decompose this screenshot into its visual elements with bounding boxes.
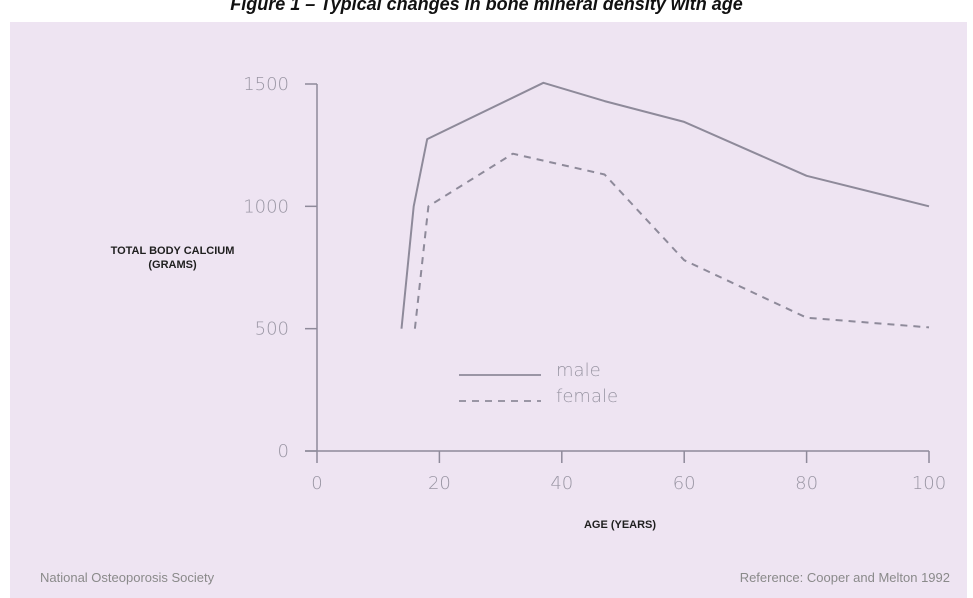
x-tick-label: 40 <box>550 473 573 494</box>
y-tick-label: 500 <box>255 319 289 340</box>
x-tick-label: 0 <box>311 473 322 494</box>
y-axis-label: TOTAL BODY CALCIUM (GRAMS) <box>85 244 260 272</box>
y-axis-label-line-2: (GRAMS) <box>148 259 197 271</box>
x-tick-label: 80 <box>795 473 818 494</box>
x-tick-label: 20 <box>428 473 451 494</box>
y-axis-label-line-1: TOTAL BODY CALCIUM <box>110 245 235 257</box>
chart-axes: 0 500 1000 1500 0 20 40 60 80 100 <box>243 74 946 494</box>
source-credit: National Osteoporosis Society <box>40 570 215 585</box>
y-tick-label: 1000 <box>243 196 289 217</box>
legend-label-male: male <box>556 360 601 381</box>
chart-panel <box>10 22 967 598</box>
figure-title: Figure 1 – Typical changes in bone miner… <box>230 0 743 14</box>
y-tick-label: 1500 <box>243 74 289 95</box>
series-line-male <box>400 81 930 329</box>
x-axis-label: AGE (YEARS) <box>583 519 657 531</box>
chart-legend: male female <box>459 360 618 407</box>
chart-series <box>400 81 930 329</box>
x-tick-label: 60 <box>673 473 696 494</box>
series-line-female <box>413 152 930 329</box>
x-tick-label: 100 <box>912 473 946 494</box>
y-tick-label: 0 <box>278 441 289 462</box>
legend-label-female: female <box>556 386 618 407</box>
reference-note: Reference: Cooper and Melton 1992 <box>739 570 950 585</box>
